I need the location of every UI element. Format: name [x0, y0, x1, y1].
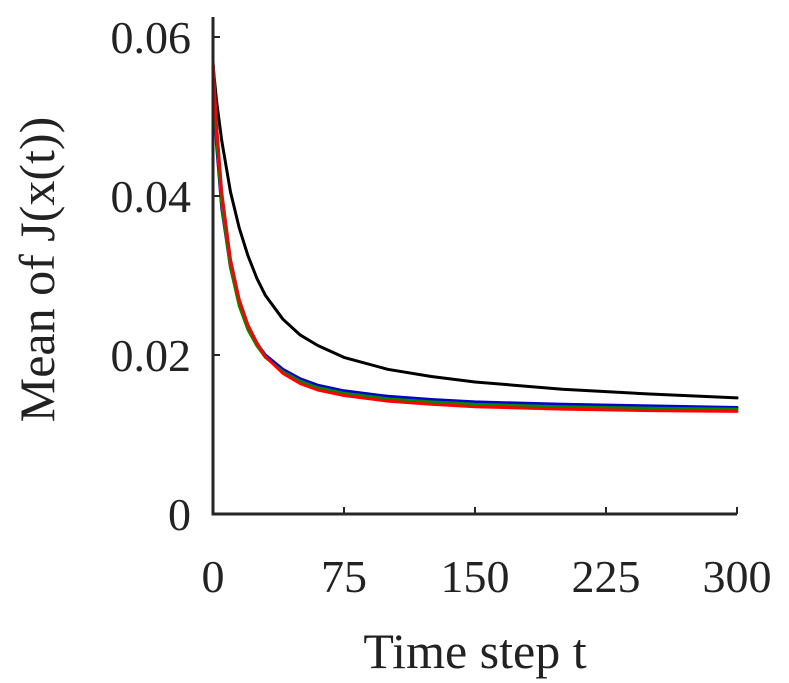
x-tick-label: 225 — [572, 551, 641, 602]
x-axis-label: Time step t — [363, 623, 586, 679]
ticks-layer: 0 75 150 225 300 0 0.02 0.04 0.06 — [111, 12, 772, 602]
x-tick-label: 150 — [441, 551, 510, 602]
x-tick-label: 300 — [703, 551, 772, 602]
y-tick-label: 0 — [168, 489, 191, 540]
series-layer — [211, 59, 739, 413]
y-tick-label: 0.06 — [111, 12, 192, 63]
series-line-2 — [211, 63, 739, 409]
y-axis-label: Mean of J(x(t)) — [9, 117, 65, 422]
axes-frame — [211, 17, 737, 516]
y-tick-label: 0.02 — [111, 330, 192, 381]
y-tick-label: 0.04 — [111, 171, 192, 222]
series-line-3 — [211, 63, 739, 411]
series-line-4 — [211, 59, 739, 413]
x-tick-label: 75 — [321, 551, 367, 602]
series-line-1 — [211, 63, 739, 400]
x-tick-label: 0 — [202, 551, 225, 602]
